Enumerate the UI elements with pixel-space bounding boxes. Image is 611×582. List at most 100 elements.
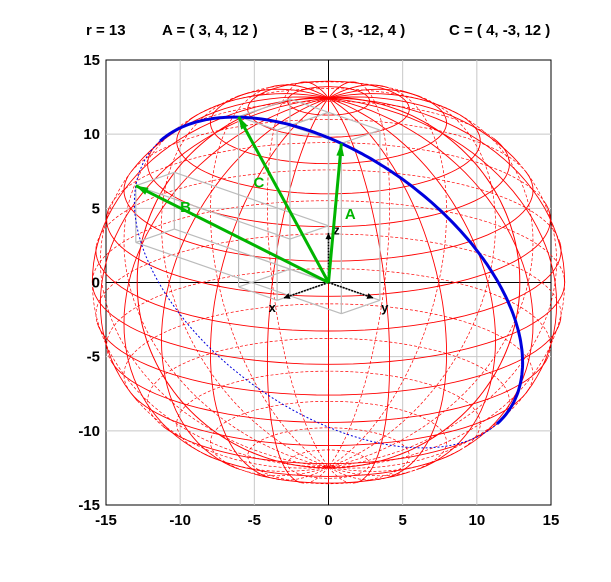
sphere-meridian-back [457, 113, 534, 242]
sphere-latitude-back [95, 233, 562, 323]
projection-box-edge [276, 111, 329, 131]
projection-box-edge [289, 295, 342, 315]
projection-box-edge [289, 98, 329, 113]
sphere-meridian-back [269, 87, 447, 481]
sphere-meridian-front [191, 93, 534, 324]
sphere-latitude-front [183, 389, 529, 447]
sphere-meridian-front [266, 361, 301, 484]
sphere-meridian-front [266, 81, 357, 362]
sphere-latitude-front [147, 141, 201, 209]
sphere-latitude-front [200, 138, 510, 228]
sphere-latitude-back [123, 303, 534, 394]
sphere-latitude-back [210, 400, 447, 473]
great-circle-front [159, 115, 342, 145]
y-tick-label: -15 [78, 497, 100, 514]
sphere-meridian-back [199, 241, 534, 472]
projection-box-edge [341, 299, 381, 315]
sphere-meridian-front [269, 84, 448, 354]
sphere-latitude-back [176, 370, 481, 453]
x-tick-label: -5 [248, 512, 261, 529]
sphere-meridian-front [130, 96, 558, 304]
projection-box-edge [174, 171, 329, 227]
y-tick-label: 5 [92, 200, 100, 217]
sphere-latitude-front [244, 90, 448, 165]
sphere-meridian-back [300, 81, 390, 484]
y-tick-label: 15 [83, 52, 100, 69]
vector-c [237, 116, 330, 284]
radius-label: r = 13 [86, 22, 126, 39]
header: r = 13 A = ( 3, 4, 12 ) B = ( 3, -12, 4 … [0, 22, 611, 42]
y-tick-label: 0 [92, 275, 100, 292]
y-tick-label: 10 [83, 126, 100, 143]
great-circle-front [340, 142, 525, 426]
y-tick-label: -5 [87, 349, 100, 366]
great-circle-back [133, 140, 498, 449]
axis-z-label: z [333, 222, 340, 237]
point-c-label: C = ( 4, -3, 12 ) [449, 22, 551, 39]
x-tick-label: 0 [324, 512, 332, 529]
sphere-meridian-front [356, 361, 391, 484]
projection-box-edge [135, 241, 291, 297]
sphere-meridian-front [123, 93, 458, 452]
sphere-meridian-back [123, 117, 466, 472]
point-b-label: B = ( 3, -12, 4 ) [304, 22, 406, 39]
vector-c-arrowhead [238, 116, 248, 130]
y-tick-label: -10 [78, 423, 100, 440]
sphere-latitude-back [287, 449, 370, 479]
sphere-latitude-front [163, 241, 562, 332]
projection-box-edge [328, 111, 381, 131]
x-tick-label: -10 [169, 512, 191, 529]
sphere-latitude-front [163, 318, 562, 396]
vector-b [135, 184, 330, 284]
sphere-wireframe [91, 80, 566, 485]
sphere-meridian-front [419, 340, 496, 470]
sphere-latitude-front [123, 175, 185, 241]
sphere-meridian-front [209, 353, 270, 479]
tick-labels: -15 -10 -5 0 5 10 15 15 10 5 0 -5 -10 -15 [78, 52, 559, 529]
coordinate-axes: x y z [269, 222, 389, 315]
sphere-meridian-front [387, 353, 448, 479]
sphere-meridian-front [99, 96, 521, 401]
great-circle [133, 115, 525, 449]
sphere-latitude-front [221, 449, 461, 477]
projection-box-edge [289, 225, 329, 240]
projection-box-edge [135, 228, 175, 244]
axis-x-arrowhead [283, 293, 291, 299]
sphere-latitude-back [244, 470, 255, 475]
sphere-latitude-front [96, 322, 165, 372]
sphere-latitude-front [221, 112, 481, 195]
sphere-meridian-back [210, 87, 388, 481]
axis-y-label: y [381, 300, 389, 315]
sphere-latitude-front [95, 246, 165, 308]
sphere-latitude-front [111, 361, 172, 401]
sphere-meridian-front [525, 303, 558, 394]
projection-box-edge [238, 268, 291, 288]
sphere-meridian-front [237, 88, 496, 341]
vector-b-arrowhead [135, 185, 149, 195]
projection-box-edge [238, 116, 278, 131]
sphere-latitude-front [161, 278, 566, 365]
x-tick-label: 15 [543, 512, 560, 529]
sphere-meridian-front [300, 81, 391, 362]
projection-box-edge [341, 129, 381, 144]
sphere-meridian-front [161, 88, 420, 341]
axis-y [328, 281, 374, 299]
vector-a-label: A [345, 206, 356, 223]
x-tick-label: -15 [95, 512, 117, 529]
sphere-latitude-back [147, 338, 510, 427]
axis-x-label: x [269, 300, 277, 315]
axis-z-arrowhead [325, 232, 332, 240]
vector-a-arrowhead [336, 143, 345, 157]
sphere-meridian-back [267, 81, 357, 484]
sphere-outline [136, 96, 521, 469]
projection-box-edge [238, 98, 291, 118]
vector-b-label: B [180, 199, 191, 216]
sphere-latitude-front [162, 426, 201, 446]
axis-x [283, 281, 329, 299]
projection-box-edge [135, 185, 291, 240]
sphere-latitude-front [92, 286, 162, 341]
vector-c-label: C [254, 175, 265, 192]
sphere-meridian-back [136, 261, 557, 469]
x-tick-label: 10 [468, 512, 485, 529]
